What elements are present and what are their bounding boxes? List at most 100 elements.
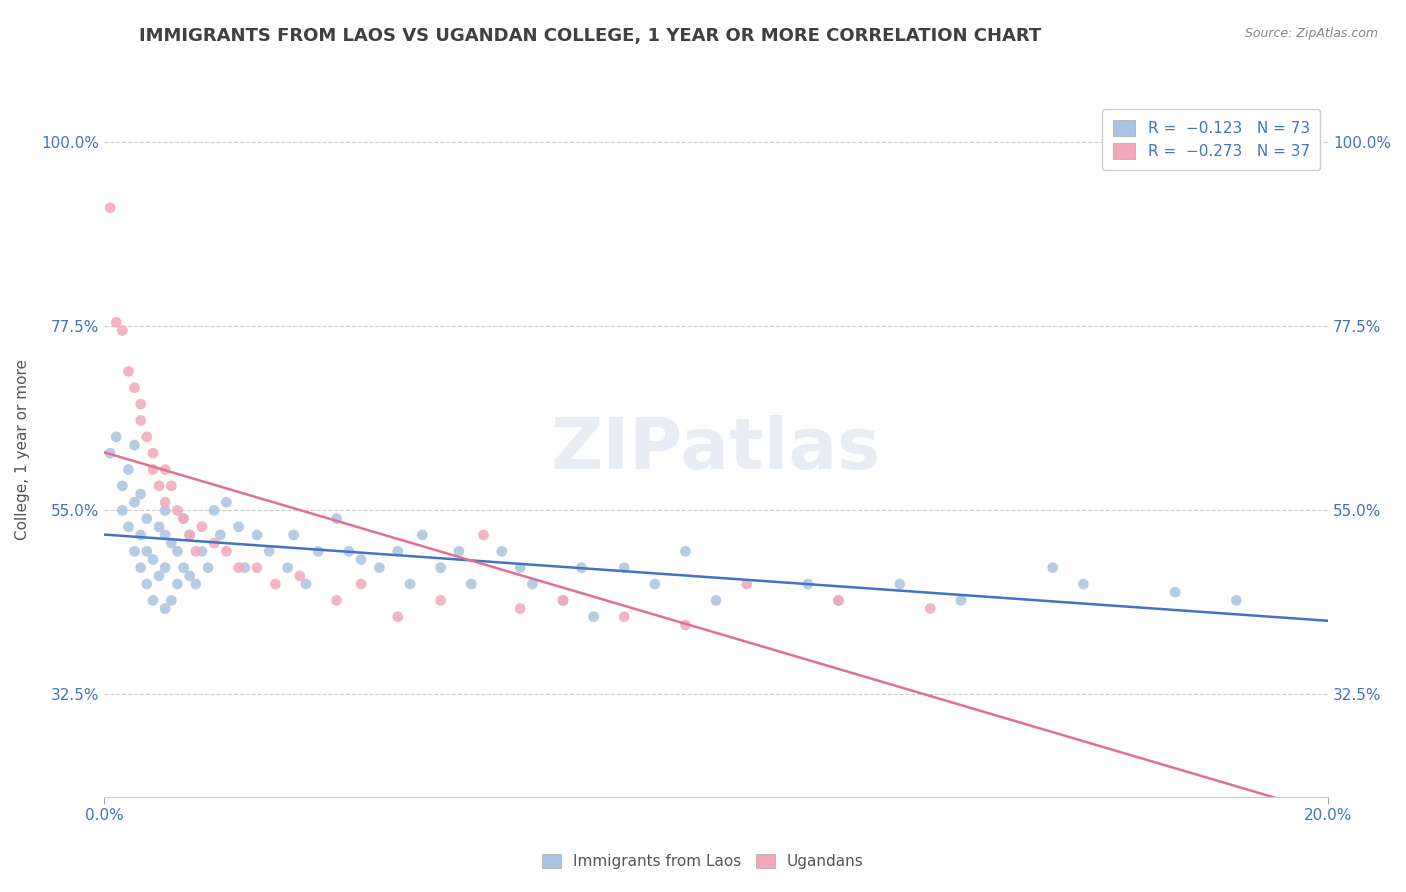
Point [411,528,433,542]
Point [399,577,422,591]
Point [179,569,201,583]
Point [551,593,574,607]
Point [160,536,183,550]
Point [166,577,188,591]
Point [153,495,176,509]
Point [350,552,373,566]
Legend: R =  −0.123   N = 73, R =  −0.273   N = 37: R = −0.123 N = 73, R = −0.273 N = 37 [1102,109,1320,170]
Point [173,560,195,574]
Point [105,315,128,329]
Point [613,560,636,574]
Point [644,577,666,591]
Point [257,544,280,558]
Legend: Immigrants from Laos, Ugandans: Immigrants from Laos, Ugandans [536,848,870,875]
Point [447,544,470,558]
Point [337,544,360,558]
Point [571,560,593,574]
Point [889,577,911,591]
Point [135,430,157,444]
Point [135,577,157,591]
Point [613,609,636,624]
Point [179,528,201,542]
Point [142,446,165,460]
Point [191,520,214,534]
Point [111,324,134,338]
Point [153,462,176,476]
Point [209,528,232,542]
Point [704,593,727,607]
Point [202,503,225,517]
Point [675,618,697,632]
Point [160,479,183,493]
Point [827,593,849,607]
Point [142,552,165,566]
Point [142,462,165,476]
Point [350,577,373,591]
Point [949,593,972,607]
Point [153,528,176,542]
Point [129,487,152,501]
Point [277,560,299,574]
Point [117,462,139,476]
Point [551,593,574,607]
Point [491,544,513,558]
Point [124,544,146,558]
Point [827,593,849,607]
Point [117,364,139,378]
Point [111,479,134,493]
Point [429,560,451,574]
Point [142,593,165,607]
Text: Source: ZipAtlas.com: Source: ZipAtlas.com [1244,27,1378,40]
Point [184,544,207,558]
Point [325,593,347,607]
Point [233,560,256,574]
Point [387,544,409,558]
Point [124,381,146,395]
Point [472,528,495,542]
Point [166,503,188,517]
Point [228,520,250,534]
Text: IMMIGRANTS FROM LAOS VS UGANDAN COLLEGE, 1 YEAR OR MORE CORRELATION CHART: IMMIGRANTS FROM LAOS VS UGANDAN COLLEGE,… [139,27,1042,45]
Point [135,544,157,558]
Y-axis label: College, 1 year or more: College, 1 year or more [15,359,30,540]
Point [264,577,287,591]
Point [1225,593,1247,607]
Point [1042,560,1064,574]
Point [153,601,176,615]
Point [184,577,207,591]
Point [735,577,758,591]
Point [1164,585,1187,599]
Point [368,560,391,574]
Point [117,520,139,534]
Point [920,601,942,615]
Point [105,430,128,444]
Point [202,536,225,550]
Point [191,544,214,558]
Point [215,544,238,558]
Point [124,495,146,509]
Point [509,601,531,615]
Point [582,609,605,624]
Point [1071,577,1094,591]
Point [307,544,329,558]
Point [675,544,697,558]
Point [246,560,269,574]
Point [173,511,195,525]
Point [295,577,318,591]
Point [325,511,347,525]
Point [148,479,170,493]
Point [148,569,170,583]
Point [509,560,531,574]
Point [288,569,311,583]
Point [98,201,121,215]
Point [283,528,305,542]
Point [387,609,409,624]
Point [160,593,183,607]
Point [460,577,482,591]
Point [129,528,152,542]
Point [228,560,250,574]
Point [153,560,176,574]
Point [129,397,152,411]
Point [98,446,121,460]
Point [522,577,544,591]
